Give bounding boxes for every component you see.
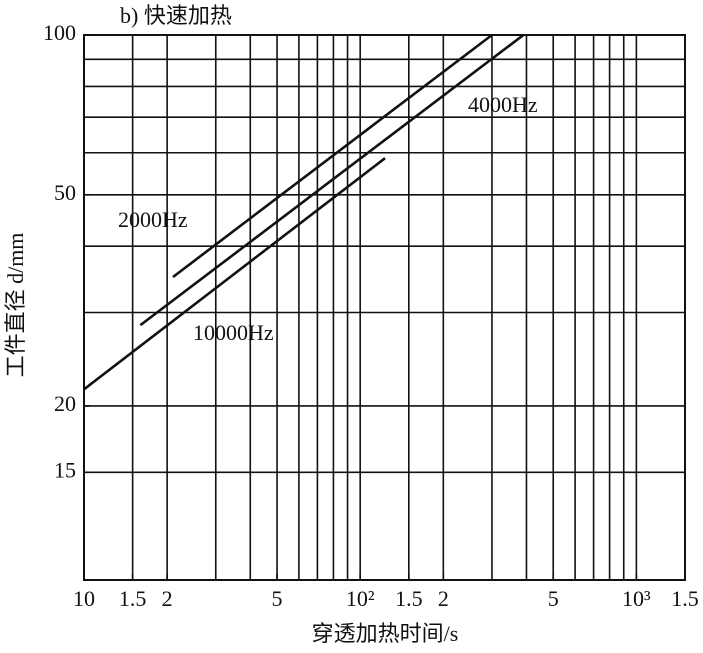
y-axis-label: 工件直径 d/mm	[3, 233, 28, 378]
x-tick-label: 1.5	[119, 586, 147, 611]
x-tick-label: 1.5	[671, 586, 699, 611]
series-label: 4000Hz	[468, 92, 538, 117]
series-line	[172, 33, 493, 279]
series-line	[83, 157, 386, 391]
x-tick-label: 5	[272, 586, 283, 611]
x-tick-label: 1.5	[395, 586, 423, 611]
series-label: 2000Hz	[118, 207, 188, 232]
x-tick-label: 2	[162, 586, 173, 611]
chart-title: b) 快速加热	[120, 3, 232, 28]
y-tick-label: 20	[54, 391, 76, 416]
x-tick-label: 5	[548, 586, 559, 611]
x-tick-label: 10²	[346, 586, 375, 611]
y-tick-label: 15	[54, 457, 76, 482]
x-tick-label: 10	[73, 586, 95, 611]
x-axis-label: 穿透加热时间/s	[312, 621, 459, 646]
series-line	[139, 33, 525, 327]
series-label: 10000Hz	[193, 320, 274, 345]
x-tick-label: 2	[438, 586, 449, 611]
x-tick-label: 10³	[622, 586, 651, 611]
y-tick-label: 100	[43, 20, 76, 45]
plot-frame	[83, 34, 686, 581]
y-tick-label: 50	[54, 180, 76, 205]
